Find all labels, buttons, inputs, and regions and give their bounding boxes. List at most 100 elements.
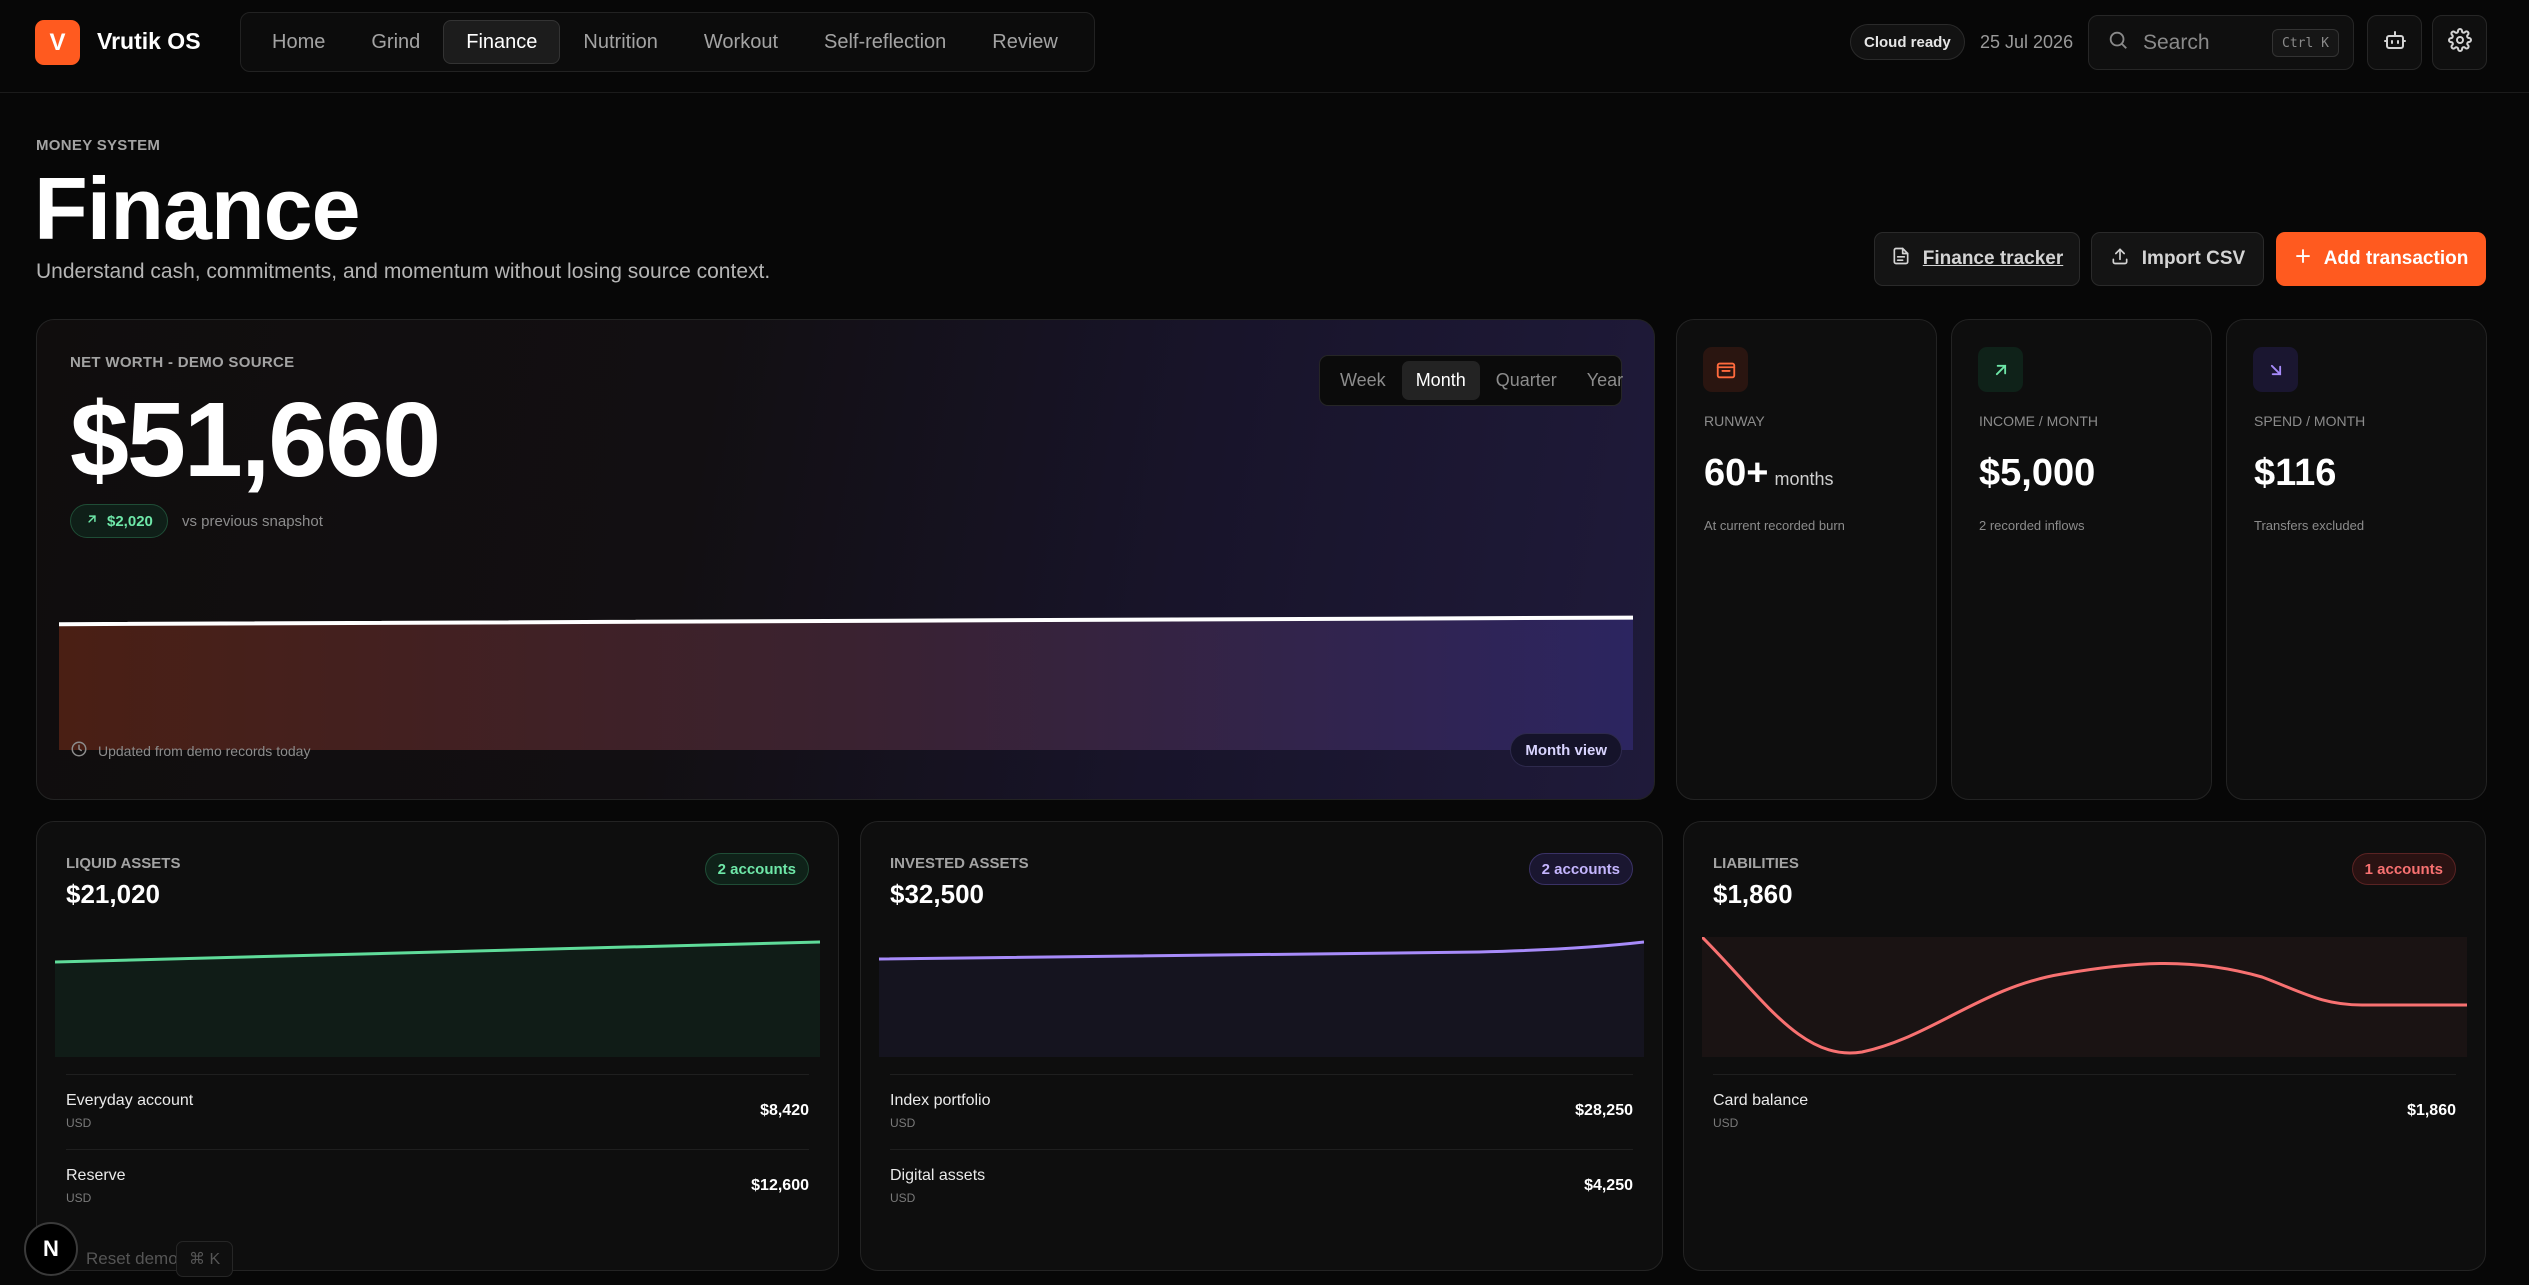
period-week[interactable]: Week bbox=[1340, 370, 1386, 390]
spend-value: $116 bbox=[2254, 452, 2337, 494]
account-currency: USD bbox=[1713, 1116, 1739, 1130]
account-name: Everyday account bbox=[66, 1092, 194, 1109]
arrow-up-right-icon bbox=[1978, 347, 2023, 392]
invested-accounts-badge: 2 accounts bbox=[1528, 853, 1633, 885]
nav-item-self-reflection[interactable]: Self-reflection bbox=[824, 30, 947, 53]
page-title: Finance bbox=[34, 159, 361, 258]
liquid-assets-card: LIQUID ASSETS $21,020 2 accounts Everyda… bbox=[36, 821, 839, 1271]
app-logo[interactable]: V bbox=[35, 20, 80, 65]
wallet-icon bbox=[1703, 347, 1748, 392]
liquid-assets-line bbox=[55, 940, 820, 964]
main-nav: Home Grind Finance Nutrition Workout Sel… bbox=[240, 12, 1095, 72]
nav-item-finance[interactable]: Finance bbox=[443, 20, 561, 64]
divider bbox=[890, 1149, 1633, 1150]
account-currency: USD bbox=[66, 1191, 92, 1205]
income-label: INCOME / MONTH bbox=[1979, 413, 2098, 429]
app-name: Vrutik OS bbox=[97, 28, 201, 54]
account-currency: USD bbox=[890, 1116, 916, 1130]
divider bbox=[890, 1074, 1633, 1075]
income-note: 2 recorded inflows bbox=[1979, 518, 2085, 533]
liabilities-chart bbox=[1702, 937, 2467, 1057]
plus-icon bbox=[2294, 247, 2312, 271]
document-icon bbox=[1891, 246, 1911, 272]
nav-item-workout[interactable]: Workout bbox=[703, 30, 779, 53]
liabilities-value: $1,860 bbox=[1713, 879, 1793, 909]
net-worth-delta-badge: $2,020 bbox=[70, 504, 168, 538]
net-worth-value: $51,660 bbox=[70, 381, 441, 499]
liabilities-area bbox=[1702, 937, 2467, 1057]
page-eyebrow: MONEY SYSTEM bbox=[36, 137, 161, 154]
invested-assets-card: INVESTED ASSETS $32,500 2 accounts Index… bbox=[860, 821, 1663, 1271]
nav-item-nutrition[interactable]: Nutrition bbox=[583, 30, 658, 53]
liquid-assets-value: $21,020 bbox=[66, 879, 160, 909]
account-row[interactable]: Digital assets USD $4,250 bbox=[890, 1167, 1633, 1217]
top-bar: V Vrutik OS Home Grind Finance Nutrition… bbox=[0, 0, 2529, 93]
liabilities-line bbox=[1702, 937, 2467, 1055]
liquid-assets-area bbox=[55, 942, 820, 1057]
runway-card: RUNWAY 60+ months At current recorded bur… bbox=[1676, 319, 1937, 800]
account-amount: $8,420 bbox=[760, 1102, 809, 1119]
import-csv-label: Import CSV bbox=[2141, 248, 2246, 269]
period-month[interactable]: Month bbox=[1401, 361, 1480, 400]
month-view-badge[interactable]: Month view bbox=[1510, 733, 1622, 767]
reset-demo-button[interactable]: Reset demo bbox=[86, 1249, 178, 1268]
liabilities-card: LIABILITIES $1,860 1 accounts Card balan… bbox=[1683, 821, 2486, 1271]
net-worth-updated-label: Updated from demo records today bbox=[98, 742, 311, 759]
arrow-down-right-icon bbox=[2253, 347, 2298, 392]
net-worth-card: NET WORTH - DEMO SOURCE $51,660 $2,020 v… bbox=[36, 319, 1655, 800]
account-amount: $12,600 bbox=[751, 1177, 809, 1194]
invested-assets-value: $32,500 bbox=[890, 879, 984, 909]
import-csv-button[interactable]: Import CSV bbox=[2091, 232, 2264, 286]
net-worth-area bbox=[59, 617, 1633, 750]
liquid-assets-chart bbox=[55, 940, 820, 1057]
net-worth-delta: $2,020 bbox=[107, 512, 153, 530]
account-currency: USD bbox=[66, 1116, 92, 1130]
gear-icon bbox=[2447, 28, 2472, 57]
account-row[interactable]: Index portfolio USD $28,250 bbox=[890, 1092, 1633, 1142]
nav-item-review[interactable]: Review bbox=[992, 30, 1058, 53]
divider bbox=[1713, 1074, 2456, 1075]
runway-label: RUNWAY bbox=[1704, 413, 1765, 429]
net-worth-updated: Updated from demo records today bbox=[70, 740, 310, 761]
settings-button[interactable] bbox=[2432, 15, 2487, 70]
page-subtitle: Understand cash, commitments, and moment… bbox=[36, 260, 771, 283]
clock-icon bbox=[70, 740, 88, 761]
runway-number: 60+ bbox=[1704, 452, 1769, 494]
assistant-button[interactable] bbox=[2367, 15, 2422, 70]
nav-item-home[interactable]: Home bbox=[272, 30, 326, 53]
divider bbox=[66, 1074, 809, 1075]
account-amount: $28,250 bbox=[1575, 1102, 1633, 1119]
period-year[interactable]: Year bbox=[1586, 370, 1624, 390]
bot-icon bbox=[2383, 28, 2407, 57]
account-row[interactable]: Reserve USD $12,600 bbox=[66, 1167, 809, 1217]
invested-assets-chart bbox=[879, 940, 1644, 1057]
account-row[interactable]: Card balance USD $1,860 bbox=[1713, 1092, 2456, 1142]
search-input[interactable]: Search Ctrl K bbox=[2088, 15, 2354, 70]
account-name: Index portfolio bbox=[890, 1092, 991, 1109]
net-worth-trend-chart bbox=[59, 615, 1633, 750]
liabilities-label: LIABILITIES bbox=[1713, 855, 1799, 872]
period-quarter[interactable]: Quarter bbox=[1495, 370, 1557, 390]
account-row[interactable]: Everyday account USD $8,420 bbox=[66, 1092, 809, 1142]
add-transaction-label: Add transaction bbox=[2323, 248, 2469, 269]
spend-card: SPEND / MONTH $116 Transfers excluded bbox=[2226, 319, 2487, 800]
arrow-up-right-icon bbox=[85, 512, 99, 530]
liquid-assets-label: LIQUID ASSETS bbox=[66, 855, 181, 872]
finance-tracker-button[interactable]: Finance tracker bbox=[1874, 232, 2080, 286]
nav-item-grind[interactable]: Grind bbox=[371, 30, 421, 53]
upload-icon bbox=[2110, 246, 2130, 272]
account-name: Card balance bbox=[1713, 1092, 1809, 1109]
runway-note: At current recorded burn bbox=[1704, 518, 1845, 533]
account-amount: $1,860 bbox=[2407, 1102, 2456, 1119]
reset-shortcut: ⌘ K bbox=[176, 1241, 234, 1277]
dev-tools-badge[interactable]: N bbox=[24, 1222, 78, 1276]
liabilities-accounts-badge: 1 accounts bbox=[2351, 853, 2456, 885]
income-card: INCOME / MONTH $5,000 2 recorded inflows bbox=[1951, 319, 2212, 800]
account-name: Reserve bbox=[66, 1167, 126, 1184]
search-icon bbox=[2107, 29, 2129, 56]
search-shortcut: Ctrl K bbox=[2272, 29, 2339, 57]
runway-unit: months bbox=[1774, 469, 1834, 489]
net-worth-label: NET WORTH - DEMO SOURCE bbox=[70, 354, 295, 371]
net-worth-line bbox=[59, 615, 1633, 627]
add-transaction-button[interactable]: Add transaction bbox=[2276, 232, 2486, 286]
